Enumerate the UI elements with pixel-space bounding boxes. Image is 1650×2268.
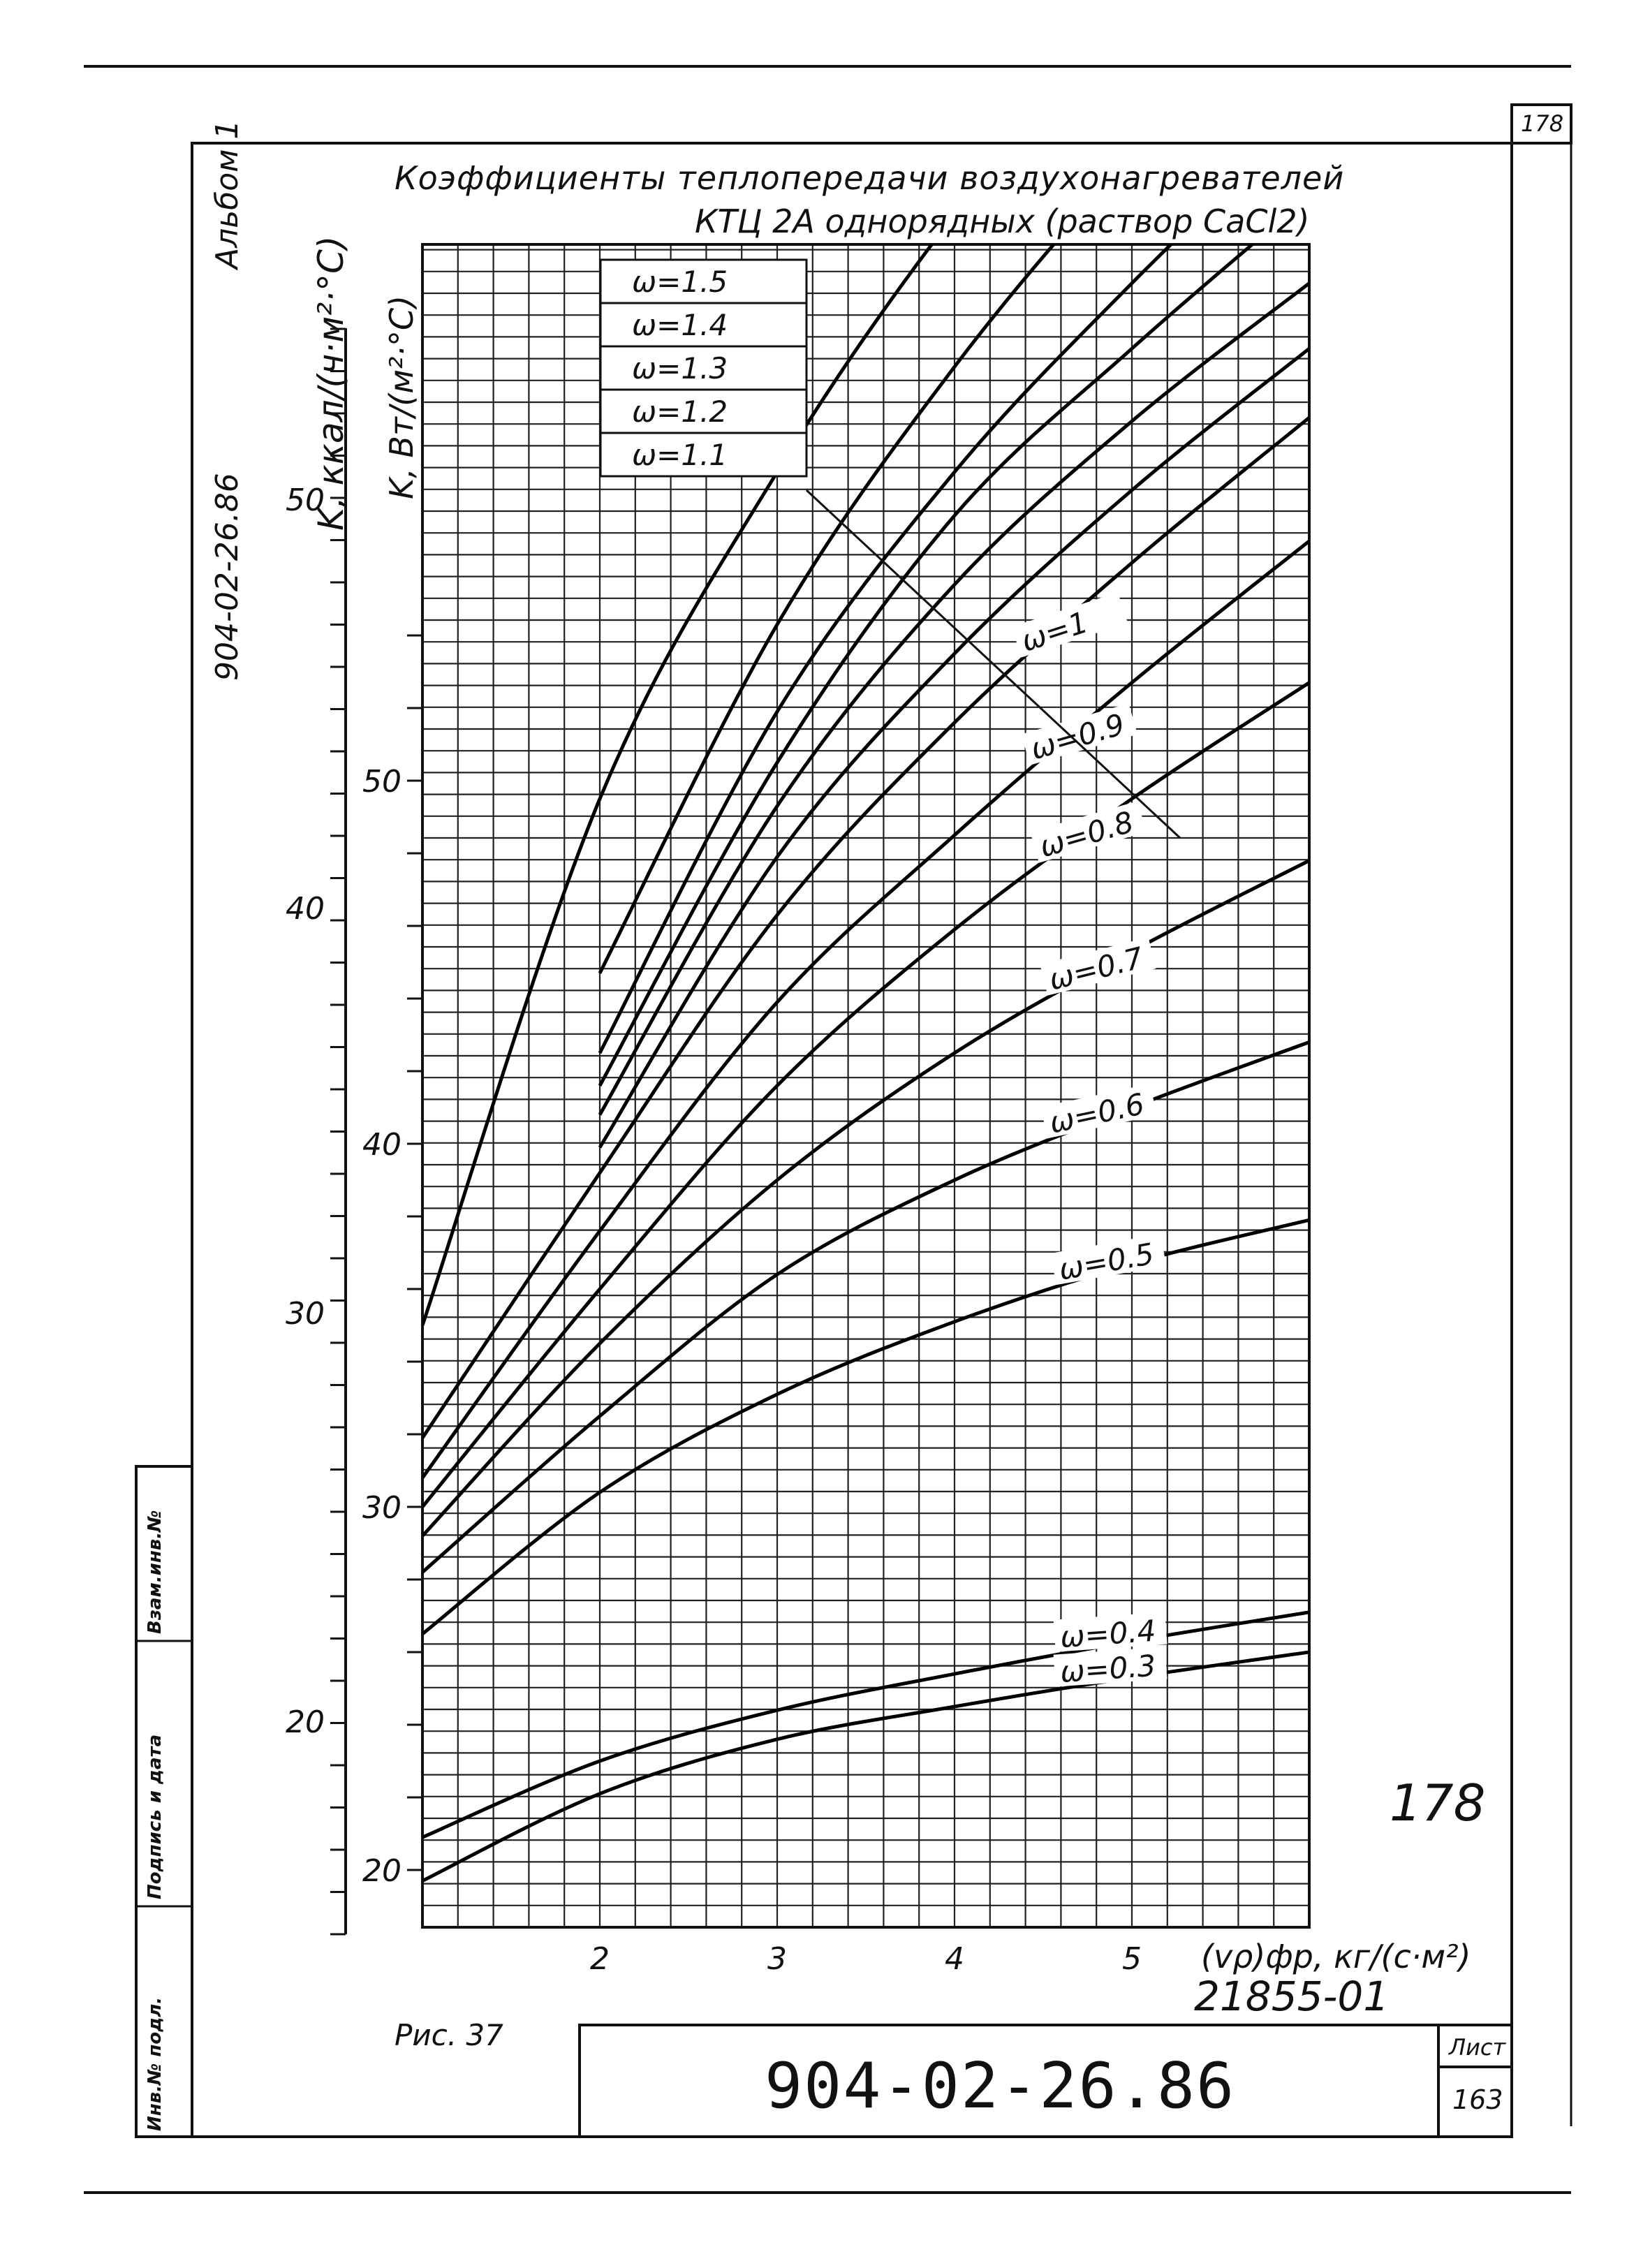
x-tick-label: 3 <box>767 1941 787 1977</box>
series-line <box>422 244 934 1326</box>
y-right-tick-label: 50 <box>362 764 402 800</box>
legend-entry: ω=1.5 <box>632 265 728 299</box>
series-line <box>422 1650 1309 1883</box>
side-stamp-2: Подпись и дата <box>145 1734 165 1899</box>
x-tick-label: 4 <box>945 1941 964 1977</box>
x-tick-label: 2 <box>590 1941 610 1977</box>
series-label-bg <box>1021 703 1138 765</box>
sheet-word: Лист <box>1449 2034 1506 2061</box>
hand-number: 178 <box>1390 1774 1486 1832</box>
series-line <box>598 244 1056 974</box>
plot-border <box>421 243 1311 1929</box>
series-line <box>598 244 1174 1054</box>
series-label-bg <box>1050 1234 1167 1286</box>
legend-entry: ω=1.1 <box>632 438 728 472</box>
legend-entry: ω=1.2 <box>632 395 728 429</box>
grid <box>422 244 1309 1927</box>
stamp-code: 904-02-26.86 <box>765 2049 1236 2123</box>
series-label: ω=0.5 <box>1056 1237 1157 1287</box>
archive-number: 21855-01 <box>1194 1973 1390 2020</box>
series-label-bg <box>1011 592 1128 658</box>
series-label-bg <box>1040 937 1156 996</box>
series-group <box>422 244 1309 1883</box>
xlabel: (vρ)фр, кг/(с·м²) <box>1201 1938 1471 1975</box>
series-label: ω=0.9 <box>1027 707 1128 766</box>
series-line <box>422 1610 1309 1839</box>
series-label-bg <box>1053 1647 1167 1687</box>
y-right-tick-label: 20 <box>362 1853 402 1889</box>
series-line <box>422 539 1309 1479</box>
series-line <box>598 244 1255 1087</box>
y-left-tick-label: 30 <box>286 1296 325 1332</box>
series-label: ω=0.3 <box>1059 1649 1157 1689</box>
side-stamp-1: Инв.№ подл. <box>145 1996 165 2131</box>
y-right-tick-label: 30 <box>362 1490 402 1526</box>
ylabel-right: K, Вт/(м²·°С) <box>383 295 420 499</box>
series-label-bg <box>1053 1612 1167 1652</box>
page-number-top: 178 <box>1521 110 1564 137</box>
series-label: ω=0.4 <box>1059 1614 1157 1654</box>
series-line <box>598 347 1309 1149</box>
series-line <box>422 416 1309 1439</box>
y-left-tick-label: 50 <box>286 483 325 518</box>
series-label-bg <box>1030 801 1147 863</box>
legend-box <box>599 258 808 478</box>
y-right-tick-label: 40 <box>362 1127 402 1163</box>
y-left-tick-label: 20 <box>286 1704 325 1740</box>
album-label: Альбом 1 <box>209 119 245 269</box>
side-stamp-3: Взам.инв.№ <box>145 1510 165 1634</box>
series-line <box>422 1218 1309 1635</box>
chart-title-line2: КТЦ 2А однорядных (раствор CaCl2) <box>695 202 1310 240</box>
series-label: ω=0.8 <box>1036 804 1137 864</box>
legend-entry: ω=1.3 <box>632 351 728 385</box>
legend-leader <box>805 489 1181 839</box>
sheet-number: 163 <box>1452 2084 1503 2115</box>
series-line <box>422 859 1309 1538</box>
chart-plot: 20304050203040502345ω=2ω=1ω=0.9ω=0.8ω=0.… <box>286 243 1311 1977</box>
legend-entry: ω=1.4 <box>632 308 728 342</box>
x-tick-label: 5 <box>1122 1941 1142 1977</box>
series-line <box>422 681 1309 1508</box>
y-left-tick-label: 40 <box>286 891 325 927</box>
chart-title-line1: Коэффициенты теплопередачи воздухонагрев… <box>395 159 1345 197</box>
ylabel-left: K, ккал/(ч·м²·°С) <box>311 235 351 531</box>
figure-label: Рис. 37 <box>395 2018 503 2052</box>
series-label-bg <box>1040 1084 1157 1139</box>
doc-code-side: 904-02-26.86 <box>209 473 245 681</box>
